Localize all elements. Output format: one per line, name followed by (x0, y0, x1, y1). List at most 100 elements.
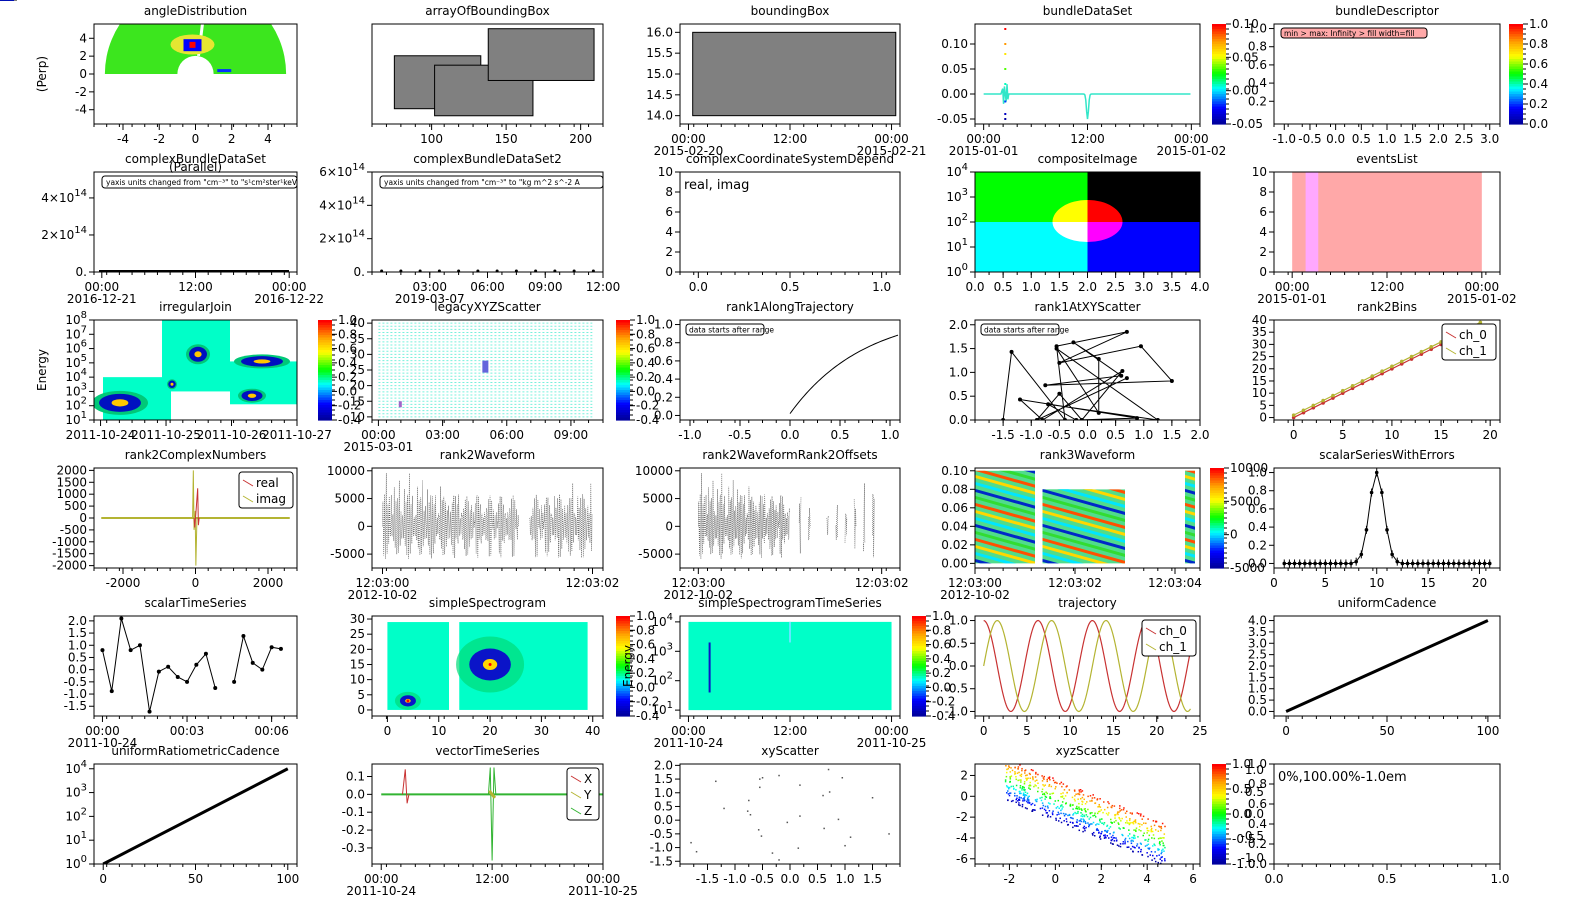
data-point (1154, 851, 1156, 853)
colorbar-cell (1212, 806, 1226, 810)
data-point (1034, 804, 1036, 806)
colorbar-cell (1509, 54, 1523, 58)
colorbar-cell (318, 372, 332, 376)
bounding-box (487, 28, 595, 81)
tick-label: 5 (357, 688, 365, 702)
colorbar-cell (616, 656, 630, 660)
data-point (1164, 859, 1166, 862)
data-point (1042, 784, 1044, 786)
colorbar-cell (1509, 64, 1523, 68)
annotation-text: data starts after range (689, 326, 774, 335)
colorbar-tick-label: -0.05 (1232, 117, 1263, 131)
colorbar-cell (1212, 84, 1226, 88)
data-trace (1284, 472, 1490, 564)
x-tick-label: 15 (1420, 576, 1435, 590)
chart-title: trajectory (1058, 596, 1116, 610)
data-point (1049, 793, 1051, 795)
tick-label: -2 (956, 810, 968, 824)
data-point (1138, 829, 1140, 831)
colorbar-cell (318, 360, 332, 364)
data-point (1044, 795, 1047, 798)
data-point (1141, 854, 1143, 856)
colorbar-cell (1210, 558, 1224, 562)
ellipse-red (1087, 200, 1123, 222)
x-date-label: 2015-02-21 (857, 144, 927, 158)
data-point (1071, 804, 1074, 806)
plot-area (1285, 619, 1489, 713)
tick-label: 4.0 (1248, 614, 1267, 628)
colorbar-cell (616, 616, 630, 620)
data-point (1128, 819, 1131, 822)
x-tick-label: 0.5 (1352, 132, 1371, 146)
data-point (203, 651, 208, 656)
overlap-label: 0.0 (1245, 807, 1264, 821)
chart-title: rank1AlongTrajectory (726, 300, 854, 314)
colorbar-cell (616, 330, 630, 334)
data-point (1360, 379, 1365, 383)
colorbar-cell (1212, 69, 1226, 73)
data-point (1130, 821, 1132, 824)
tick-label: 40 (350, 316, 365, 330)
colorbar-cell (616, 387, 630, 391)
data-point (1086, 801, 1088, 803)
legend-box (1441, 323, 1497, 361)
tick-label: 0.10 (941, 37, 968, 51)
colorbar-tick-label: -0.2 (636, 399, 659, 413)
data-point (1147, 855, 1149, 858)
colorbar-cell (1212, 844, 1226, 848)
x-tick-label: -2 (153, 132, 165, 146)
data-point (1021, 805, 1024, 808)
tick-label: 0.0 (654, 408, 673, 422)
data-point (1061, 795, 1064, 797)
data-point (1119, 843, 1122, 845)
tick-label: -4 (75, 103, 87, 117)
data-point (1113, 821, 1116, 823)
colorbar-cell (1509, 24, 1523, 28)
tick-label: 2×1014 (319, 229, 365, 246)
data-point (1099, 836, 1101, 839)
y-axis-label: Energy (35, 349, 49, 391)
colorbar-cell (318, 355, 332, 359)
data-point (1033, 785, 1035, 788)
legend-label: imag (256, 492, 286, 506)
data-point (1022, 794, 1025, 796)
annotation-text: real, imag (684, 178, 749, 193)
data-point (1007, 793, 1010, 795)
data-point (1145, 839, 1147, 841)
colorbar-cell (1212, 776, 1226, 780)
data-point (1063, 814, 1066, 817)
x-tick-label: 03:00 (425, 428, 460, 442)
tick-label: 2.0 (1248, 659, 1267, 673)
data-point (1103, 822, 1106, 824)
data-point (553, 269, 557, 272)
legend-swatch (242, 495, 254, 503)
colorbar-cell (318, 412, 332, 416)
colorbar-cell (1212, 766, 1226, 770)
tick-label: 102 (651, 671, 673, 688)
colorbar-cell (1210, 480, 1224, 484)
colorbar-tick-label: -0.2 (636, 695, 659, 709)
colorbar-cell (1212, 836, 1226, 840)
waveform-segment (382, 473, 519, 559)
data-point (1084, 822, 1087, 825)
data-point (1140, 848, 1142, 851)
data-point (1102, 823, 1105, 826)
chart-complexBundleDataSet2: yaxis units changed from "cm⁻³" to "kg m… (319, 152, 620, 306)
data-point (1024, 791, 1027, 793)
data-point (1153, 837, 1156, 840)
data-point (1009, 771, 1012, 773)
tick-label: 8 (1259, 185, 1267, 199)
legend-label: Y (583, 788, 592, 802)
data-point (1006, 792, 1008, 794)
x-tick-label: 3.0 (1480, 132, 1499, 146)
data-point (1039, 797, 1041, 799)
x-tick-label: 5 (1339, 428, 1347, 442)
data-point (1103, 801, 1105, 803)
data-point (1076, 819, 1078, 821)
data-point (1134, 837, 1136, 839)
chart-title: xyScatter (761, 744, 819, 758)
data-point (1069, 805, 1072, 807)
data-point (1088, 824, 1091, 827)
colorbar-cell (912, 643, 926, 647)
